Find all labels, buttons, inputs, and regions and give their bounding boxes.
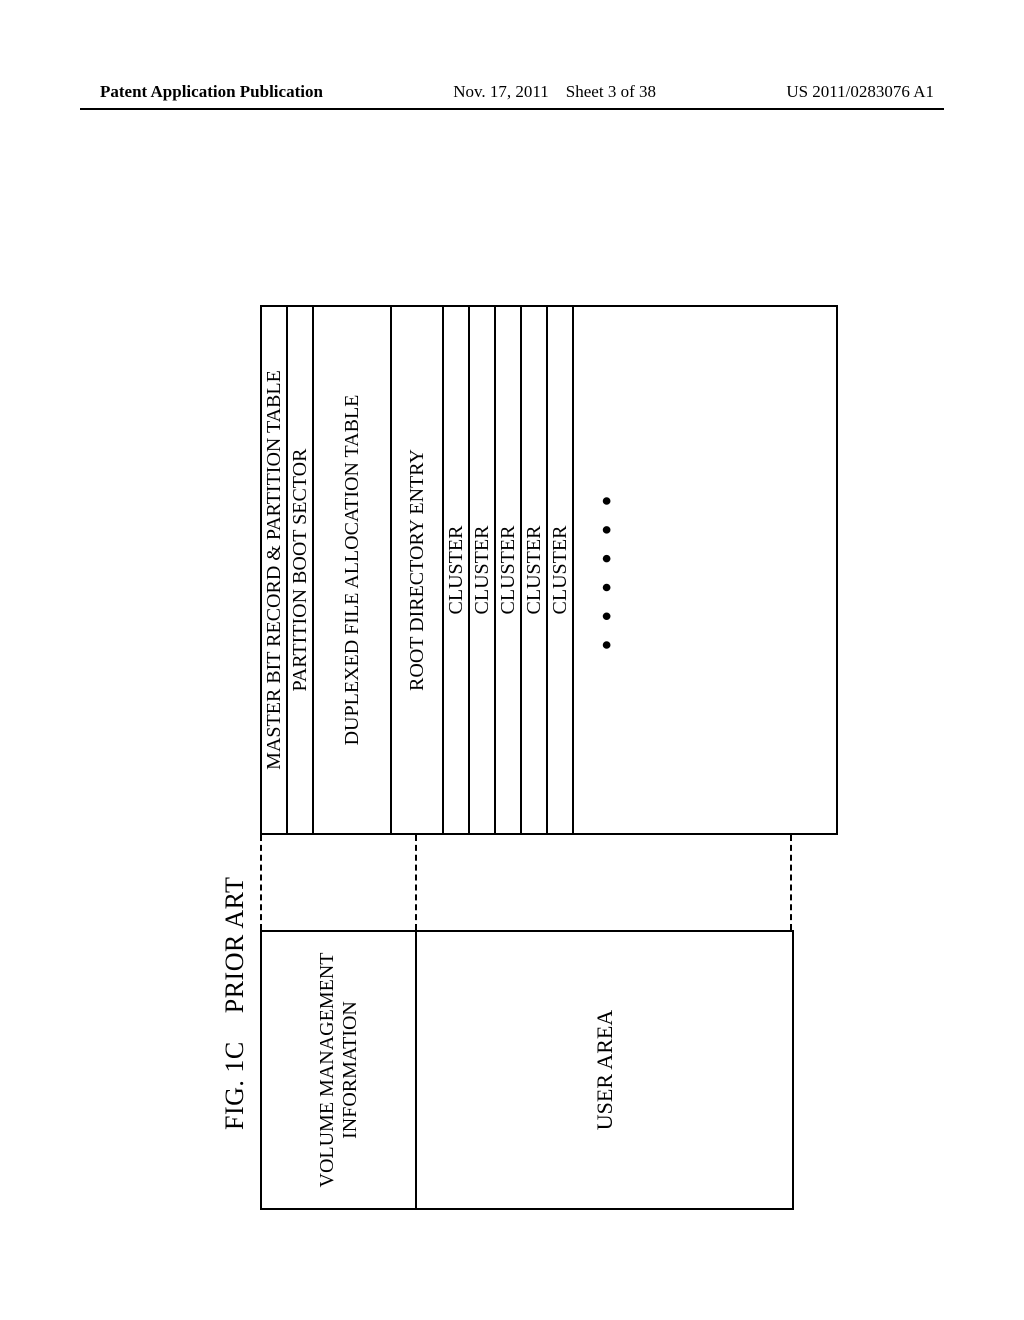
right-more-dots: • • • • • • [574, 307, 838, 833]
header-rule [80, 108, 944, 110]
figure-label: FIG. 1C [220, 1041, 250, 1130]
right-row: PARTITION BOOT SECTOR [288, 307, 314, 833]
right-row: CLUSTER [522, 307, 548, 833]
dashed-connectors [260, 835, 790, 930]
page-header: Patent Application Publication Nov. 17, … [0, 82, 1024, 102]
right-row: CLUSTER [444, 307, 470, 833]
left-column: VOLUME MANAGEMENT INFORMATION USER AREA [260, 930, 794, 1210]
header-date-text: Nov. 17, 2011 [453, 82, 549, 101]
figure-columns: VOLUME MANAGEMENT INFORMATION USER AREA … [260, 305, 838, 1210]
volume-management-cell: VOLUME MANAGEMENT INFORMATION [262, 932, 417, 1208]
user-area-cell: USER AREA [417, 932, 792, 1208]
right-row: CLUSTER [548, 307, 574, 833]
header-sheet-text: Sheet 3 of 38 [566, 82, 656, 101]
dash-bottom [790, 835, 792, 930]
dash-mid [415, 835, 417, 930]
figure: FIG. 1C PRIOR ART VOLUME MANAGEMENT INFO… [220, 210, 800, 1210]
header-left: Patent Application Publication [100, 82, 323, 102]
figure-subtitle: PRIOR ART [220, 877, 250, 1014]
right-row: CLUSTER [470, 307, 496, 833]
right-row: MASTER BIT RECORD & PARTITION TABLE [262, 307, 288, 833]
figure-title: FIG. 1C PRIOR ART [220, 877, 250, 1130]
right-row: DUPLEXED FILE ALLOCATION TABLE [314, 307, 392, 833]
header-date: Nov. 17, 2011 Sheet 3 of 38 [453, 82, 656, 102]
right-column: MASTER BIT RECORD & PARTITION TABLE PART… [260, 305, 838, 835]
right-row: CLUSTER [496, 307, 522, 833]
dash-top [260, 835, 262, 930]
header-pubno: US 2011/0283076 A1 [786, 82, 934, 102]
figure-rotated-wrap: FIG. 1C PRIOR ART VOLUME MANAGEMENT INFO… [220, 210, 800, 1210]
right-row: ROOT DIRECTORY ENTRY [392, 307, 444, 833]
